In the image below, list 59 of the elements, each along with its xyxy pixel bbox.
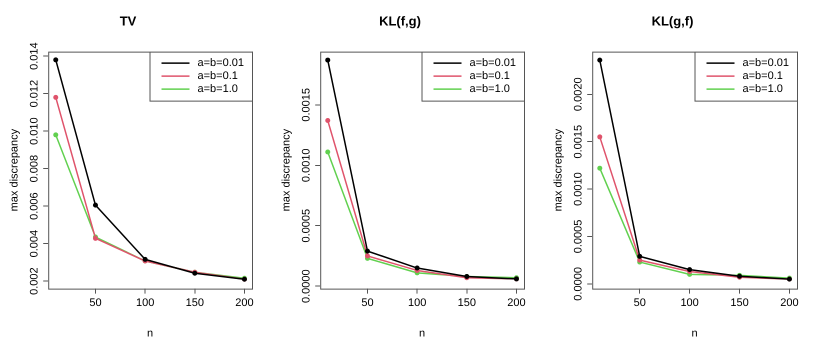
y-tick-label: 0.0005: [300, 208, 313, 243]
legend-label: a=b=0.01: [742, 57, 790, 70]
point: [597, 134, 602, 140]
legend-label: a=b=0.1: [742, 70, 783, 82]
point: [325, 118, 330, 124]
point: [53, 94, 58, 100]
y-tick-label: 0.014: [28, 42, 41, 70]
point: [597, 166, 602, 171]
y-tick-label: 0.0000: [572, 267, 585, 301]
x-tick-label: 150: [458, 297, 476, 310]
x-axis-title: n: [419, 327, 426, 340]
point: [364, 253, 370, 258]
x-tick-label: 50: [634, 297, 646, 310]
legend-label: a=b=1.0: [198, 83, 238, 96]
point: [637, 254, 642, 259]
y-axis-title: max discrepancy: [8, 128, 21, 212]
y-tick-label: 0.008: [28, 154, 41, 182]
y-tick-label: 0.0015: [300, 88, 313, 122]
legend-label: a=b=0.01: [470, 57, 516, 70]
y-tick-label: 0.0010: [572, 172, 585, 206]
legend-label: a=b=1.0: [742, 83, 783, 96]
point: [53, 57, 58, 62]
y-axis-title: max discrepancy: [552, 128, 565, 212]
y-tick-label: 0.0015: [572, 124, 585, 158]
y-tick-label: 0.004: [28, 230, 41, 258]
chart-title: KL(g,f): [652, 13, 694, 28]
y-tick-label: 0.002: [28, 267, 41, 295]
point: [92, 202, 98, 208]
x-tick-label: 200: [780, 297, 799, 310]
y-tick-label: 0.0010: [300, 148, 313, 182]
x-tick-label: 150: [730, 297, 749, 310]
x-axis-title: n: [692, 327, 698, 340]
y-tick-label: 0.006: [28, 192, 41, 220]
y-tick-label: 0.012: [28, 80, 41, 108]
x-tick-label: 100: [408, 297, 426, 310]
legend-label: a=b=0.1: [470, 70, 510, 82]
legend-label: a=b=0.1: [198, 70, 238, 82]
x-tick-label: 50: [361, 297, 374, 310]
point: [325, 149, 330, 154]
point: [325, 58, 330, 63]
y-tick-label: 0.010: [28, 117, 41, 145]
point: [364, 248, 370, 254]
legend-label: a=b=1.0: [470, 83, 510, 96]
y-axis-title: max discrepancy: [280, 128, 293, 212]
chart-title: KL(f,g): [379, 13, 421, 28]
x-tick-label: 200: [235, 297, 254, 310]
chart-title: TV: [120, 13, 137, 28]
x-tick-label: 150: [186, 297, 204, 310]
x-tick-label: 50: [89, 297, 102, 310]
y-tick-label: 0.0000: [300, 269, 313, 304]
y-tick-label: 0.0005: [572, 220, 585, 254]
y-tick-label: 0.0020: [572, 77, 585, 112]
x-tick-label: 100: [680, 297, 699, 310]
point: [597, 58, 602, 63]
point: [53, 132, 58, 138]
x-axis-title: n: [147, 327, 154, 340]
legend-label: a=b=0.01: [198, 57, 244, 70]
x-tick-label: 100: [136, 297, 154, 310]
x-tick-label: 200: [507, 297, 526, 310]
